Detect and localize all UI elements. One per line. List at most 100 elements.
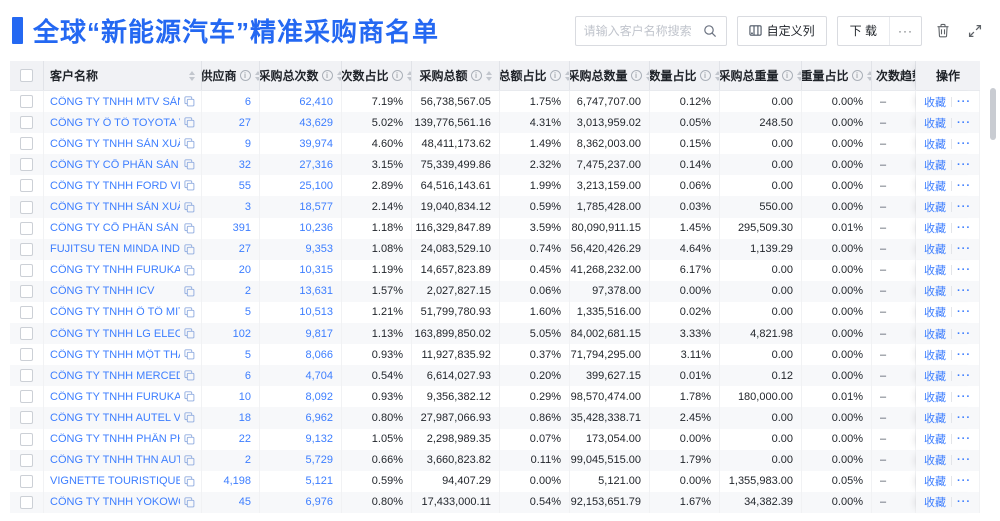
customer-name-link[interactable]: CÔNG TY TNHH FURUKAWA A... [50, 390, 180, 403]
column-header-4[interactable]: 次数占比 i [342, 61, 412, 90]
search-input[interactable] [583, 23, 702, 38]
row-checkbox[interactable] [20, 221, 33, 235]
info-icon[interactable]: i [549, 70, 561, 81]
row-more-button[interactable]: ··· [957, 475, 971, 488]
row-more-button[interactable]: ··· [957, 179, 971, 192]
row-checkbox[interactable] [20, 284, 33, 298]
column-header-1[interactable]: 客户名称 [44, 61, 202, 90]
vertical-scrollbar-thumb[interactable] [990, 88, 996, 140]
favorite-button[interactable]: 收藏 [924, 497, 946, 510]
copy-icon[interactable] [184, 96, 195, 107]
row-checkbox[interactable] [20, 432, 33, 446]
sort-icon[interactable] [486, 71, 492, 81]
favorite-button[interactable]: 收藏 [924, 434, 946, 447]
customer-name-link[interactable]: CÔNG TY TNHH LG ELECTRON... [50, 327, 180, 340]
row-checkbox[interactable] [20, 348, 33, 362]
customer-name-link[interactable]: CÔNG TY TNHH Ô TÔ MITSUBI... [50, 306, 180, 319]
copy-icon[interactable] [184, 244, 195, 255]
column-header-7[interactable]: 采购总数量 i [570, 61, 650, 90]
search-icon[interactable] [702, 23, 718, 39]
row-checkbox[interactable] [20, 242, 33, 256]
favorite-button[interactable]: 收藏 [924, 455, 946, 468]
copy-icon[interactable] [184, 391, 195, 402]
column-header-3[interactable]: 采购总次数 i [260, 61, 342, 90]
info-icon[interactable]: i [470, 70, 482, 81]
sort-icon[interactable] [189, 71, 195, 81]
customer-name-link[interactable]: CÔNG TY TNHH SẢN XUẤT VÀ ... [50, 201, 180, 214]
row-more-button[interactable]: ··· [957, 116, 971, 129]
customer-name-link[interactable]: VIGNETTE TOURISTIQUE G UNI... [50, 475, 180, 488]
copy-icon[interactable] [184, 455, 195, 466]
row-checkbox[interactable] [20, 305, 33, 319]
row-more-button[interactable]: ··· [957, 369, 971, 382]
info-icon[interactable]: i [391, 70, 403, 81]
copy-icon[interactable] [184, 159, 195, 170]
row-checkbox[interactable] [20, 495, 33, 509]
row-checkbox[interactable] [20, 116, 33, 130]
select-all-checkbox[interactable] [20, 69, 33, 82]
copy-icon[interactable] [184, 117, 195, 128]
favorite-button[interactable]: 收藏 [924, 223, 946, 236]
row-more-button[interactable]: ··· [957, 95, 971, 108]
row-more-button[interactable]: ··· [957, 433, 971, 446]
info-icon[interactable]: i [781, 70, 793, 81]
row-more-button[interactable]: ··· [957, 201, 971, 214]
download-button[interactable]: 下 载 [849, 24, 877, 38]
copy-icon[interactable] [184, 370, 195, 381]
copy-icon[interactable] [184, 476, 195, 487]
copy-icon[interactable] [184, 180, 195, 191]
column-header-8[interactable]: 数量占比 i [650, 61, 720, 90]
column-header-5[interactable]: 采购总额 i [412, 61, 500, 90]
row-more-button[interactable]: ··· [957, 264, 971, 277]
favorite-button[interactable]: 收藏 [924, 265, 946, 278]
row-checkbox[interactable] [20, 327, 33, 341]
column-header-12[interactable]: 操作 [916, 61, 980, 90]
favorite-button[interactable]: 收藏 [924, 412, 946, 425]
customer-name-link[interactable]: CÔNG TY CỔ PHẦN SẢN XUẤT... [50, 222, 180, 235]
customer-name-link[interactable]: CÔNG TY TNHH MTV SẢN XUẤ... [50, 95, 180, 108]
favorite-button[interactable]: 收藏 [924, 202, 946, 215]
info-icon[interactable]: i [321, 70, 333, 81]
column-header-10[interactable]: 重量占比 i [802, 61, 872, 90]
copy-icon[interactable] [184, 222, 195, 234]
row-more-button[interactable]: ··· [957, 454, 971, 467]
customer-name-link[interactable]: CÔNG TY TNHH SẢN XUẤT VÀ ... [50, 137, 180, 150]
download-more-button[interactable]: ··· [889, 16, 921, 45]
customer-name-link[interactable]: CÔNG TY CỔ PHẦN SẢN XUẤT... [50, 158, 180, 171]
favorite-button[interactable]: 收藏 [924, 307, 946, 320]
customer-name-link[interactable]: CÔNG TY Ô TÔ TOYOTA VIỆT ... [50, 116, 180, 129]
row-more-button[interactable]: ··· [957, 243, 971, 256]
customer-name-link[interactable]: CÔNG TY TNHH MỘT THÀNH V... [50, 348, 180, 361]
copy-icon[interactable] [184, 497, 195, 508]
copy-icon[interactable] [184, 349, 195, 360]
customer-name-link[interactable]: CÔNG TY TNHH YOKOWO VIỆT... [50, 496, 180, 509]
favorite-button[interactable]: 收藏 [924, 244, 946, 257]
copy-icon[interactable] [184, 265, 195, 276]
info-icon[interactable]: i [239, 70, 251, 81]
column-header-9[interactable]: 采购总重量 i [720, 61, 802, 90]
trash-icon[interactable] [932, 20, 954, 42]
favorite-button[interactable]: 收藏 [924, 286, 946, 299]
row-checkbox[interactable] [20, 95, 33, 109]
column-header-6[interactable]: 总额占比 i [500, 61, 570, 90]
customer-name-link[interactable]: CÔNG TY TNHH AUTEL VIỆT N... [50, 411, 180, 424]
row-checkbox[interactable] [20, 411, 33, 425]
copy-icon[interactable] [184, 307, 195, 318]
favorite-button[interactable]: 收藏 [924, 328, 946, 341]
customer-name-link[interactable]: CÔNG TY TNHH PHÂN PHỐI T... [50, 433, 180, 446]
row-checkbox[interactable] [20, 474, 33, 488]
favorite-button[interactable]: 收藏 [924, 159, 946, 172]
row-checkbox[interactable] [20, 263, 33, 277]
customer-name-link[interactable]: CÔNG TY TNHH MERCEDES-B... [50, 369, 180, 382]
copy-icon[interactable] [184, 328, 195, 339]
column-header-2[interactable]: 供应商 i [202, 61, 260, 90]
favorite-button[interactable]: 收藏 [924, 349, 946, 362]
row-checkbox[interactable] [20, 200, 33, 214]
row-more-button[interactable]: ··· [957, 285, 971, 298]
fullscreen-icon[interactable] [964, 20, 986, 42]
column-header-11[interactable]: 次数趋势 [872, 61, 916, 90]
copy-icon[interactable] [184, 201, 195, 213]
row-more-button[interactable]: ··· [957, 137, 971, 150]
copy-icon[interactable] [184, 412, 195, 423]
favorite-button[interactable]: 收藏 [924, 96, 946, 109]
